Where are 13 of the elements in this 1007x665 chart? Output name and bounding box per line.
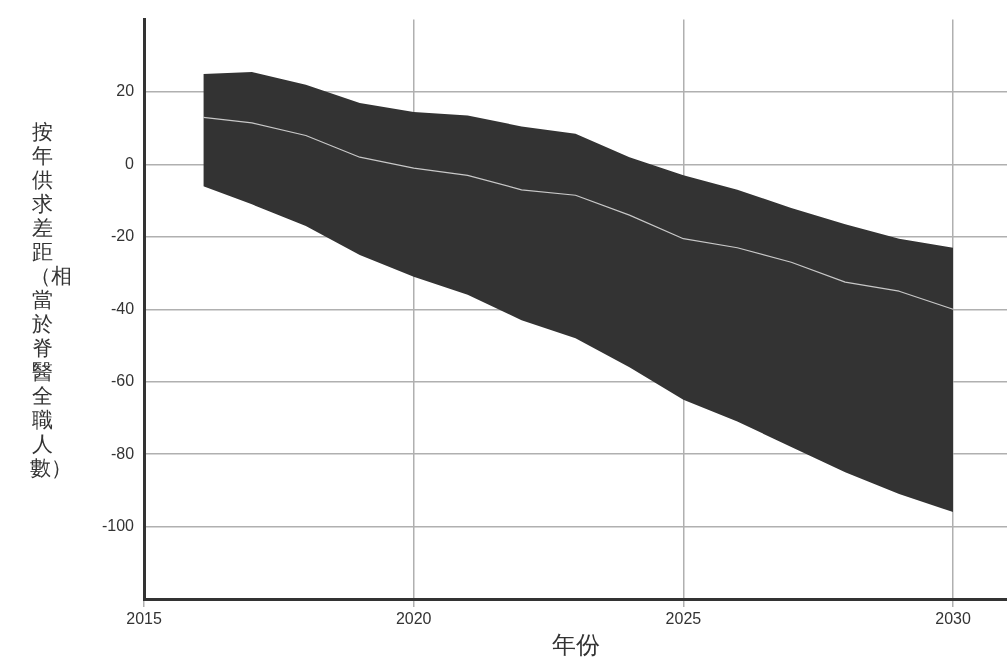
y-tick-label: 0 bbox=[125, 154, 135, 172]
x-tick-label: 2020 bbox=[395, 610, 432, 628]
y-tick-label: 20 bbox=[116, 82, 135, 100]
y-tick-label: -100 bbox=[101, 516, 135, 534]
text: 按年供求差距（相當於脊醫全職人數） bbox=[30, 120, 72, 480]
y-tick-label: -40 bbox=[110, 299, 135, 317]
x-tick-label: 2015 bbox=[126, 610, 162, 628]
x-axis-title: 年份 bbox=[551, 631, 600, 659]
y-tick-label: -80 bbox=[110, 444, 135, 462]
y-tick-label: -60 bbox=[110, 372, 135, 390]
x-tick-label: 2025 bbox=[665, 610, 702, 628]
y-tick-label: -20 bbox=[110, 227, 135, 245]
x-tick-label: 2030 bbox=[935, 610, 971, 628]
